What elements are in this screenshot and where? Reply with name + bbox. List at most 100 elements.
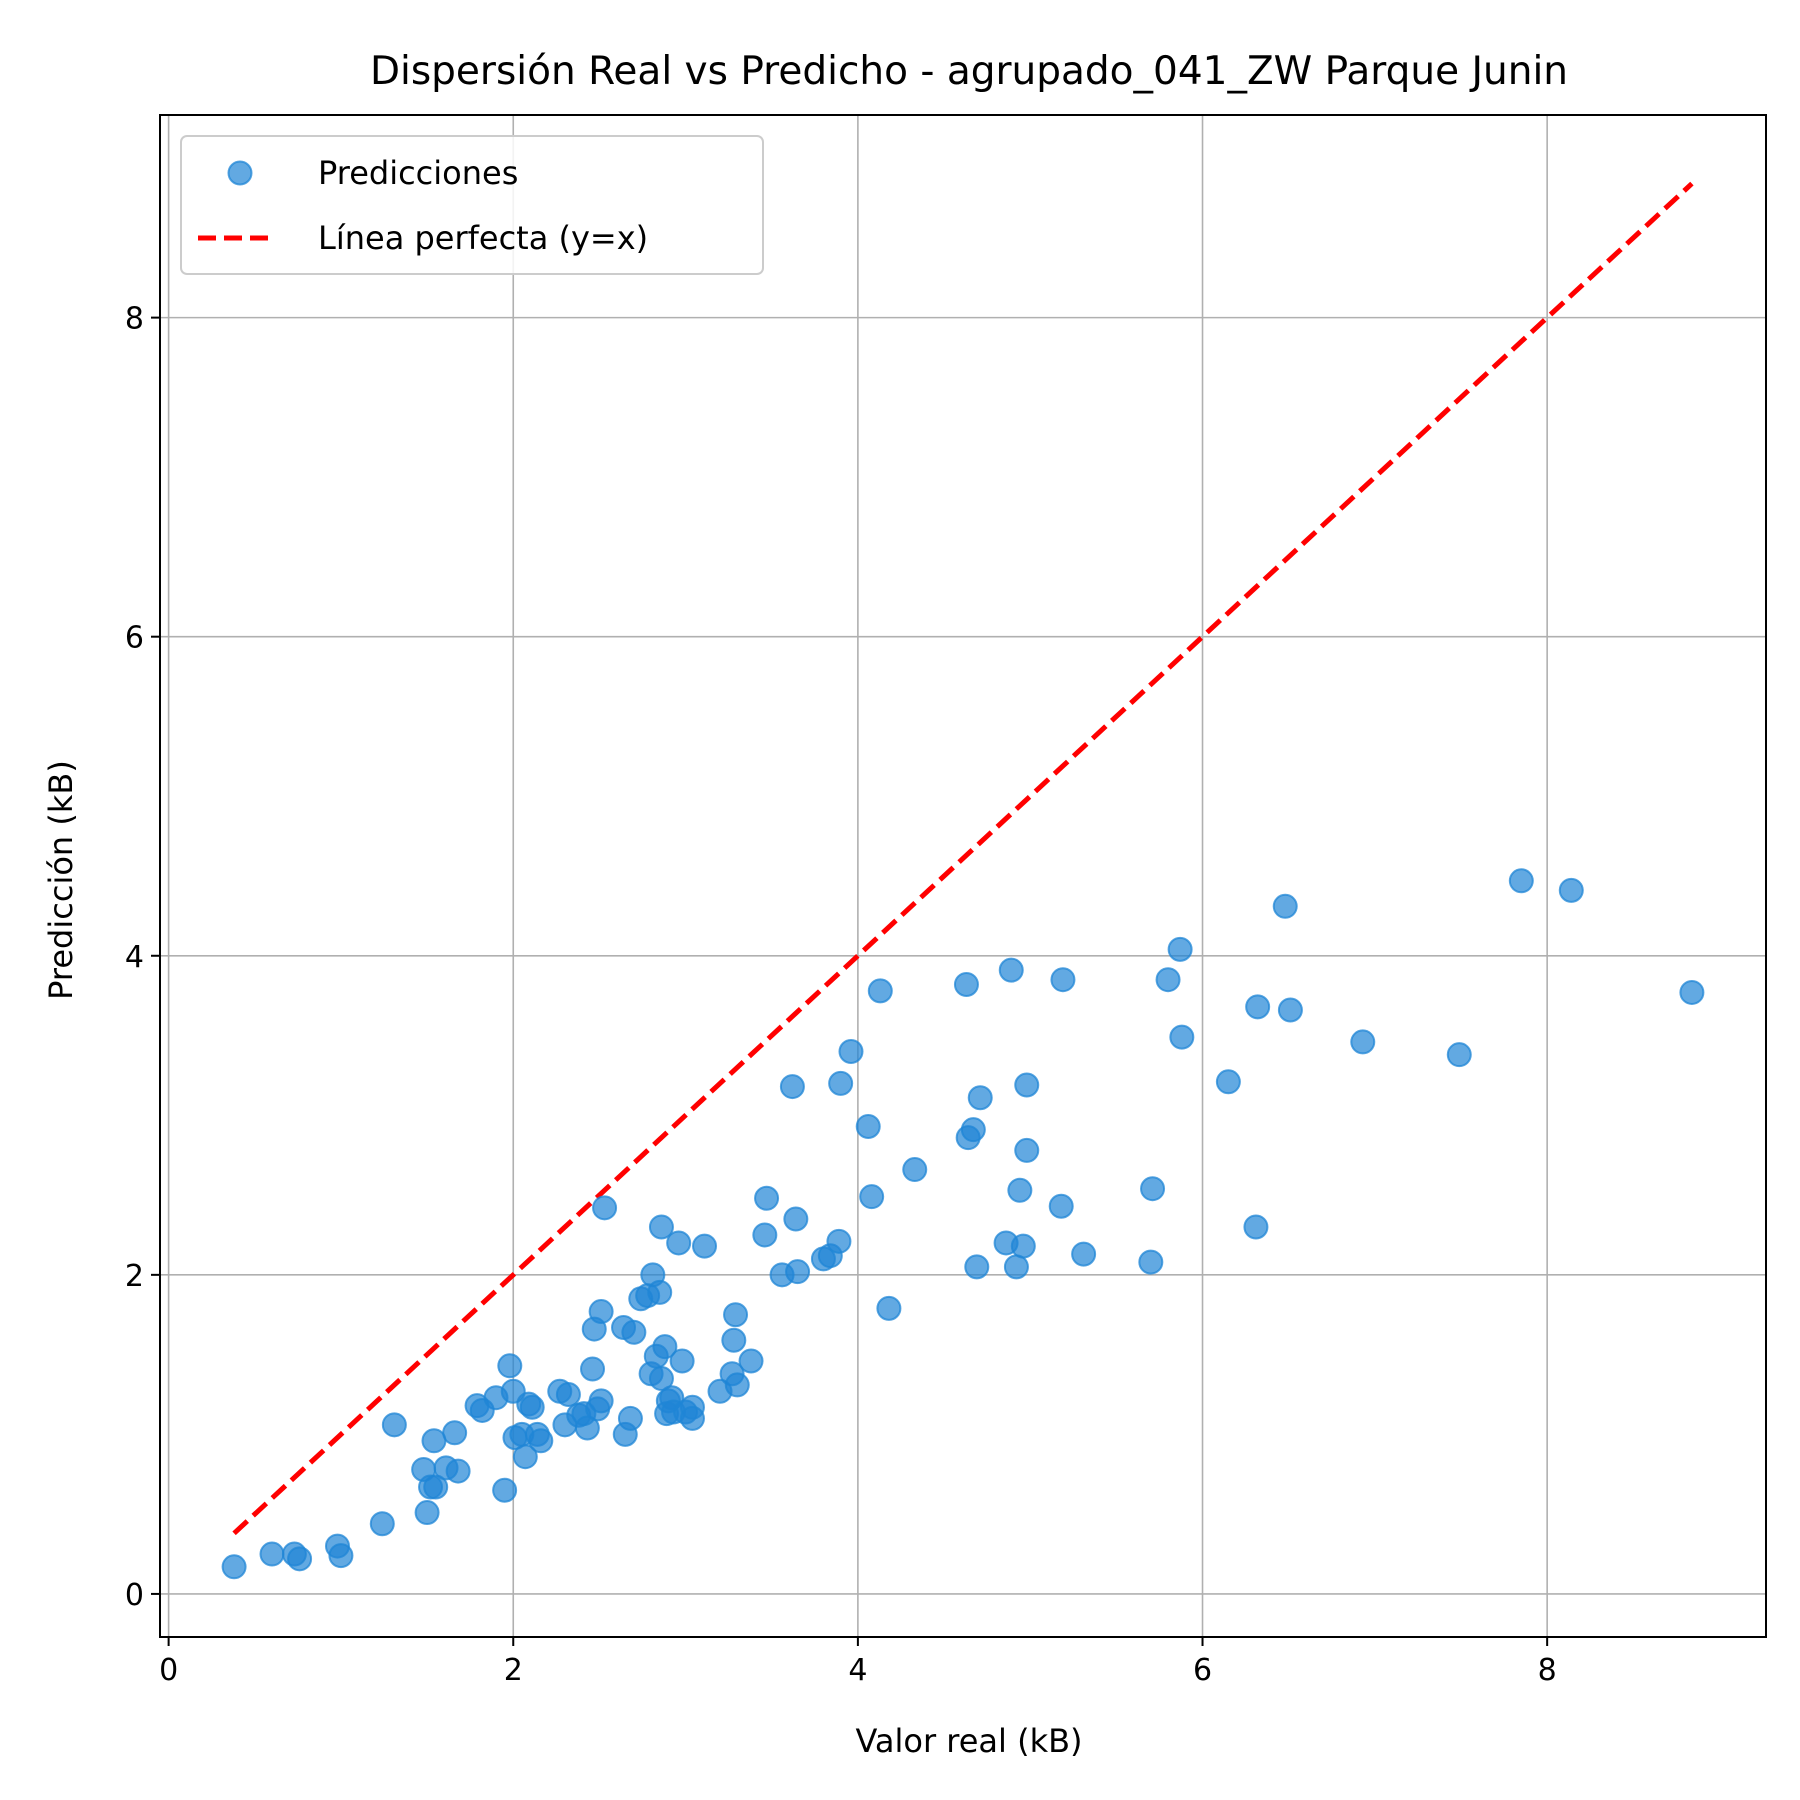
scatter-point (519, 1394, 545, 1420)
y-tick-label: 0 (125, 1578, 144, 1613)
scatter-point (723, 1302, 749, 1328)
scatter-point (423, 1474, 449, 1500)
scatter-point (754, 1185, 780, 1211)
scatter-point (492, 1477, 518, 1503)
x-tick-label: 6 (1193, 1653, 1212, 1688)
scatter-point (588, 1388, 614, 1414)
scatter-point (287, 1546, 313, 1572)
scatter-point (621, 1319, 647, 1345)
y-tick-label: 6 (125, 621, 144, 656)
perfect-line (232, 181, 1694, 1536)
legend-label-predicciones: Predicciones (318, 154, 518, 192)
scatter-point (592, 1195, 618, 1221)
scatter-point (648, 1366, 674, 1392)
scatter-point (369, 1511, 395, 1537)
axis-ticks: 0 2 4 6 8 0 2 4 6 8 (125, 302, 1557, 1688)
points-layer (221, 868, 1705, 1580)
plot-frame (159, 114, 1767, 1638)
scatter-point (1050, 967, 1076, 993)
scatter-point (1155, 967, 1181, 993)
scatter-point (679, 1405, 705, 1431)
scatter-point (902, 1157, 928, 1183)
scatter-point (1245, 994, 1271, 1020)
scatter-point (1003, 1254, 1029, 1280)
chart-title: Dispersión Real vs Predicho - agrupado_0… (370, 49, 1568, 94)
scatter-point (666, 1230, 692, 1256)
scatter-point (259, 1541, 285, 1567)
scatter-point (328, 1543, 354, 1569)
scatter-point (855, 1113, 881, 1139)
scatter-point (1071, 1241, 1097, 1267)
scatter-point (1167, 936, 1193, 962)
scatter-point (998, 957, 1024, 983)
scatter-point (859, 1184, 885, 1210)
scatter-point (647, 1279, 673, 1305)
grid (160, 115, 1766, 1637)
scatter-point (785, 1259, 811, 1285)
scatter-point (555, 1382, 581, 1408)
scatter-point (1140, 1176, 1166, 1202)
scatter-point (414, 1500, 440, 1526)
legend: Predicciones Línea perfecta (y=x) (180, 135, 764, 275)
scatter-point (1350, 1029, 1376, 1055)
x-tick-label: 2 (504, 1653, 523, 1688)
scatter-point (648, 1214, 674, 1240)
scatter-point (738, 1348, 764, 1374)
scatter-point (876, 1295, 902, 1321)
scatter-point (828, 1070, 854, 1096)
scatter-point (1277, 997, 1303, 1023)
scatter-point (692, 1233, 718, 1259)
scatter-point (1014, 1137, 1040, 1163)
legend-label-perfect-line: Línea perfecta (y=x) (318, 219, 648, 257)
scatter-point (1010, 1233, 1036, 1259)
scatter-point (960, 1117, 986, 1143)
x-tick-label: 0 (159, 1653, 178, 1688)
scatter-point (512, 1444, 538, 1470)
legend-marker-predicciones (227, 160, 253, 186)
scatter-point (1272, 893, 1298, 919)
x-tick-label: 4 (848, 1653, 867, 1688)
scatter-point (964, 1254, 990, 1280)
scatter-point (381, 1412, 407, 1438)
scatter-point (574, 1415, 600, 1441)
x-axis-label: Valor real (kB) (855, 1722, 1082, 1760)
y-tick-label: 4 (125, 940, 144, 975)
scatter-point (724, 1372, 750, 1398)
scatter-point (445, 1458, 471, 1484)
scatter-point (588, 1299, 614, 1325)
scatter-point (953, 971, 979, 997)
scatter-point (1138, 1249, 1164, 1275)
scatter-point (497, 1353, 523, 1379)
scatter-point (1558, 877, 1584, 903)
plot-area (160, 115, 1766, 1637)
scatter-point (1446, 1042, 1472, 1068)
scatter-point (669, 1348, 695, 1374)
x-tick-label: 8 (1538, 1653, 1557, 1688)
scatter-point (1169, 1024, 1195, 1050)
scatter-point (1243, 1214, 1269, 1240)
scatter-point (867, 978, 893, 1004)
scatter-point (967, 1085, 993, 1111)
scatter-point (421, 1428, 447, 1454)
scatter-point (721, 1327, 747, 1353)
perfect-line-layer (232, 181, 1694, 1536)
scatter-point (783, 1206, 809, 1232)
y-tick-label: 8 (125, 302, 144, 337)
scatter-point (779, 1074, 805, 1100)
scatter-point (580, 1356, 606, 1382)
scatter-point (1048, 1193, 1074, 1219)
y-axis-label: Predicción (kB) (42, 760, 80, 1000)
scatter-point (826, 1228, 852, 1254)
scatter-point (1508, 868, 1534, 894)
scatter-point (528, 1428, 554, 1454)
scatter-point (617, 1405, 643, 1431)
scatter-point (752, 1222, 778, 1248)
scatter-point (442, 1420, 468, 1446)
scatter-point (1007, 1177, 1033, 1203)
scatter-point (838, 1038, 864, 1064)
scatter-point (221, 1554, 247, 1580)
legend-box (180, 135, 764, 275)
scatter-point (652, 1334, 678, 1360)
y-tick-label: 2 (125, 1259, 144, 1294)
